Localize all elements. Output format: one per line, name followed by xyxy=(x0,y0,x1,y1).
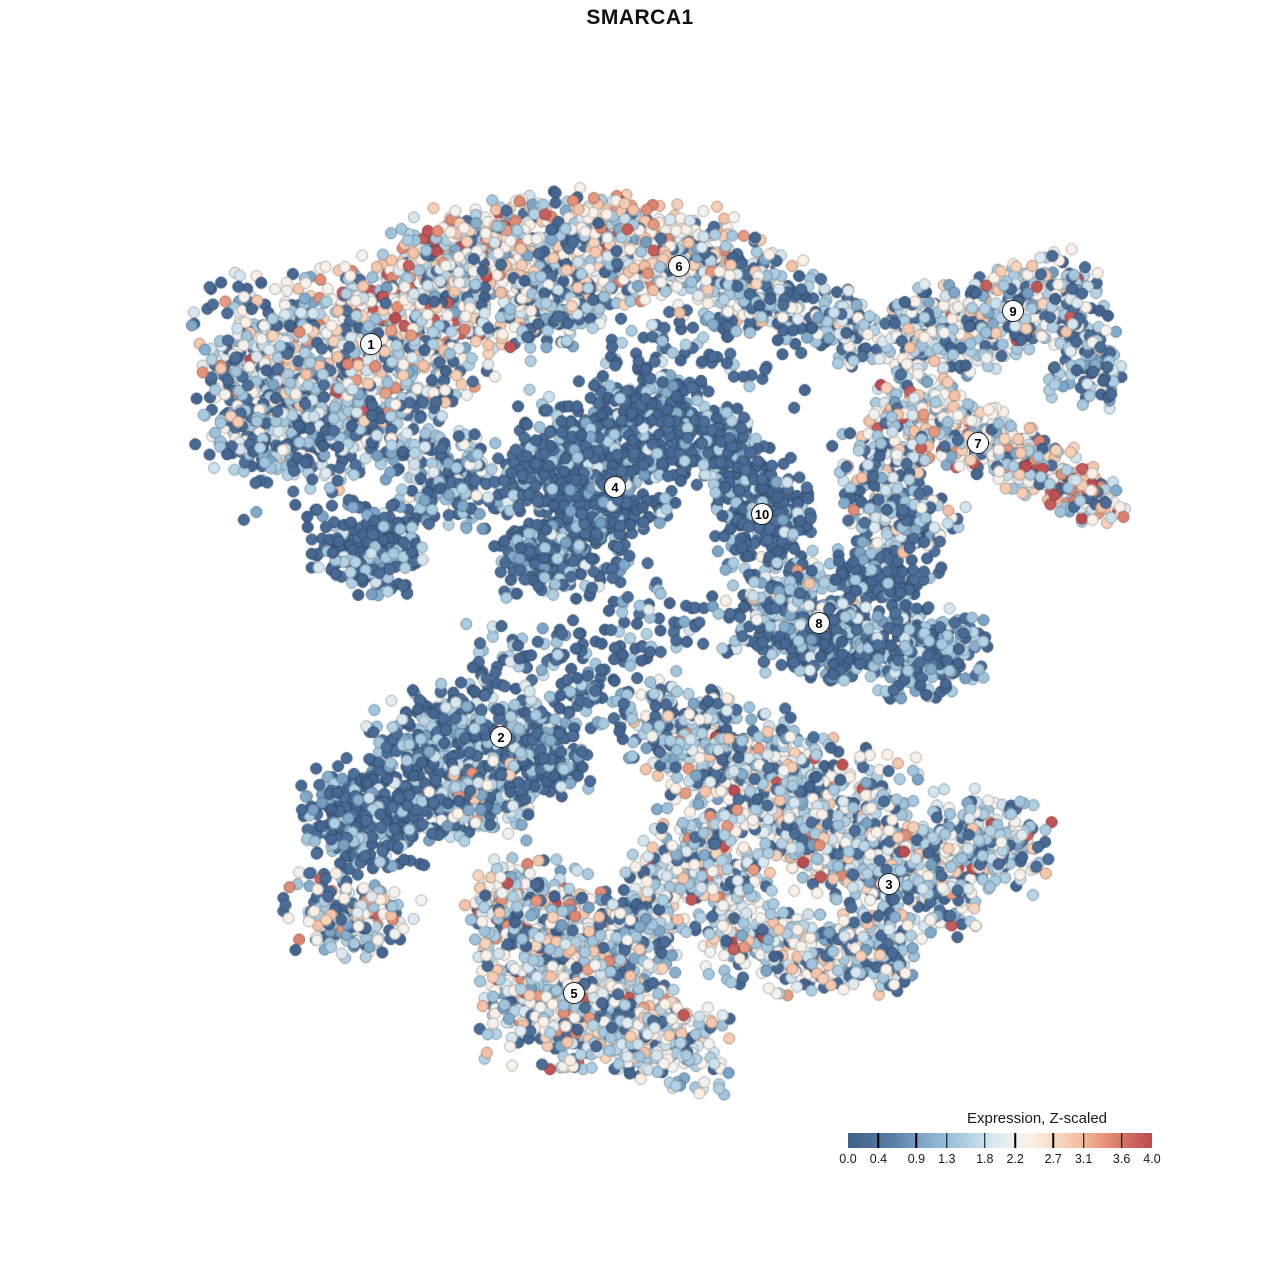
cluster-label-4: 4 xyxy=(604,476,626,498)
colorbar-tick xyxy=(1052,1133,1054,1148)
cluster-label-2: 2 xyxy=(490,726,512,748)
cluster-label-8: 8 xyxy=(808,612,830,634)
colorbar-tick xyxy=(1014,1133,1016,1148)
colorbar-tick-label: 3.6 xyxy=(1112,1152,1131,1166)
colorbar-tick xyxy=(946,1133,948,1148)
colorbar-tick-label: 2.2 xyxy=(1006,1152,1024,1166)
colorbar-tick-label: 0.0 xyxy=(839,1152,857,1166)
colorbar-tick-label: 4.0 xyxy=(1143,1152,1161,1166)
cluster-label-9: 9 xyxy=(1002,300,1024,322)
colorbar-tick xyxy=(1082,1133,1085,1148)
colorbar-tick xyxy=(1120,1133,1123,1148)
colorbar-tick-labels: 0.0 0.4 0.9 1.3 1.8 2.2 2.7 3.1 3.6 4.0 xyxy=(839,1152,1160,1168)
colorbar-tick xyxy=(984,1133,986,1148)
cluster-label-5: 5 xyxy=(563,982,585,1004)
colorbar-tick-label: 1.3 xyxy=(938,1152,956,1166)
cluster-label-10: 10 xyxy=(751,503,773,525)
colorbar-tick-label: 0.4 xyxy=(869,1152,888,1166)
legend-title: Expression, Z-scaled xyxy=(966,1110,1108,1127)
colorbar-tick-label: 0.9 xyxy=(907,1152,926,1166)
colorbar-tick-label: 3.1 xyxy=(1074,1152,1093,1166)
cluster-label-3: 3 xyxy=(878,873,900,895)
expression-legend: Expression, Z-scaled 0.0 0.4 0.9 1.3 1.8 2.2 2… xyxy=(839,1110,1160,1168)
cluster-label-1: 1 xyxy=(360,333,382,355)
colorbar-tick-label: 2.7 xyxy=(1044,1152,1062,1166)
colorbar-tick xyxy=(915,1133,918,1148)
colorbar-tick xyxy=(877,1133,880,1148)
colorbar-tick-label: 1.8 xyxy=(976,1152,994,1166)
cluster-label-7: 7 xyxy=(967,432,989,454)
cluster-label-6: 6 xyxy=(668,255,690,277)
colorbar xyxy=(848,1133,1152,1148)
